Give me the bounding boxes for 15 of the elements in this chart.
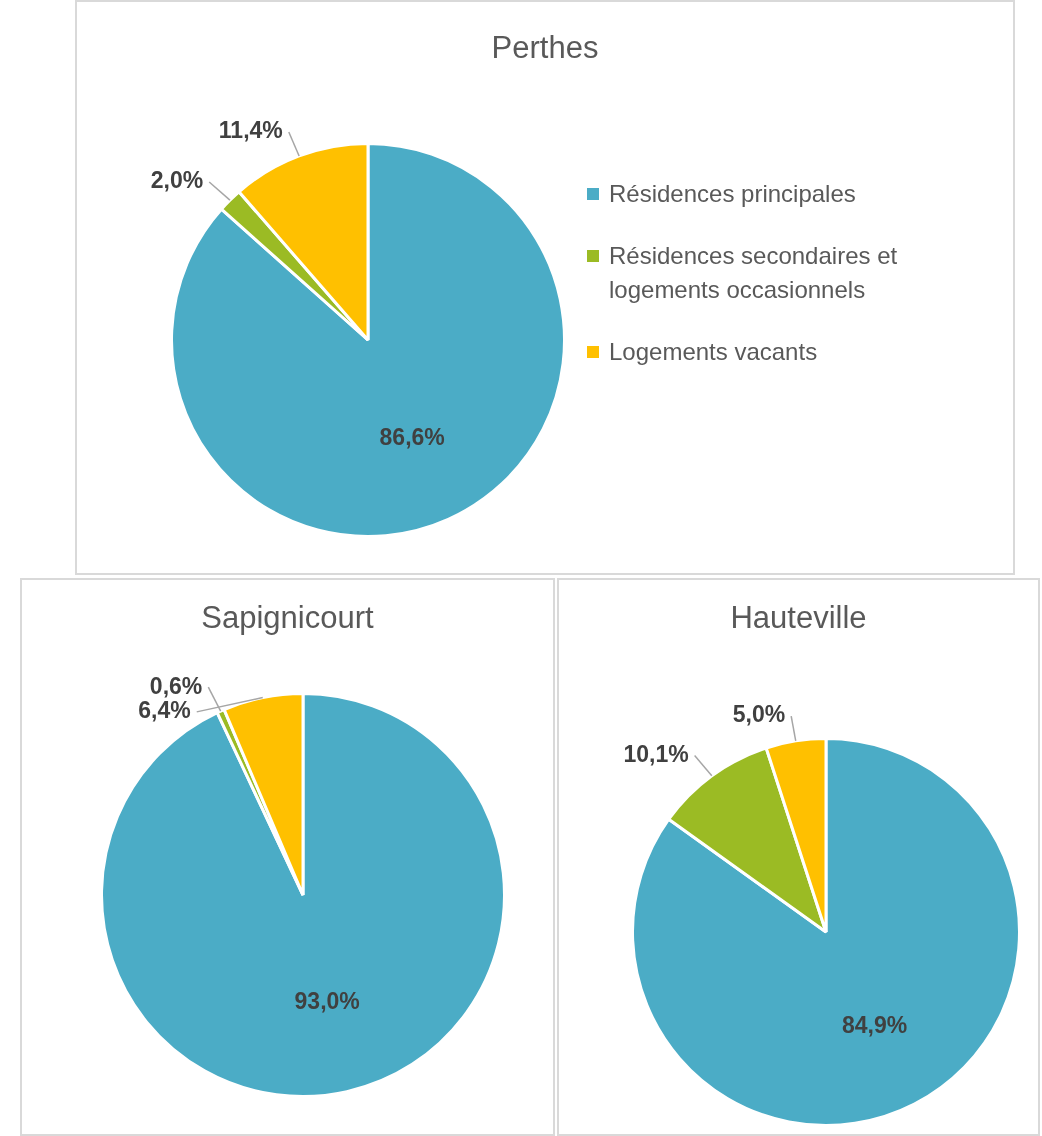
legend-label: Logements vacants [609, 337, 818, 367]
legend-label: Résidences secondaires et logements occasionnels [609, 241, 899, 305]
data-label: 0,6% [149, 672, 203, 699]
data-label: 86,6% [379, 423, 445, 450]
chart-title: Sapignicourt [200, 600, 375, 636]
chart-title: Perthes [490, 30, 600, 66]
data-label: 11,4% [218, 117, 283, 144]
legend-label: Résidences principales [609, 179, 856, 209]
data-label: 93,0% [294, 988, 360, 1015]
data-label: 6,4% [138, 697, 191, 724]
data-label: 10,1% [623, 740, 689, 767]
data-label: 2,0% [150, 167, 204, 194]
chart-title: Hauteville [729, 600, 868, 636]
data-label: 84,9% [842, 1012, 908, 1039]
data-label: 5,0% [732, 701, 786, 728]
